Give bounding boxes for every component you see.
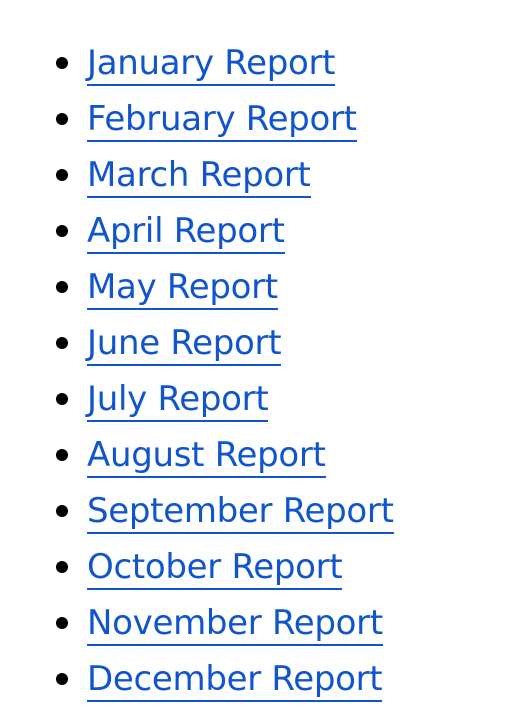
- list-item: February Report: [52, 91, 394, 147]
- list-item: October Report: [52, 539, 394, 595]
- bullet-icon: [56, 57, 68, 69]
- december-report-link[interactable]: December Report: [87, 659, 383, 702]
- august-report-link[interactable]: August Report: [87, 435, 326, 478]
- list-item: January Report: [52, 35, 394, 91]
- list-item: November Report: [52, 595, 394, 651]
- bullet-icon: [56, 673, 68, 685]
- june-report-link[interactable]: June Report: [87, 323, 282, 366]
- may-report-link[interactable]: May Report: [87, 267, 278, 310]
- march-report-link[interactable]: March Report: [87, 155, 311, 198]
- bullet-icon: [56, 169, 68, 181]
- bullet-icon: [56, 561, 68, 573]
- january-report-link[interactable]: January Report: [87, 43, 336, 86]
- bullet-icon: [56, 281, 68, 293]
- bullet-icon: [56, 617, 68, 629]
- july-report-link[interactable]: July Report: [87, 379, 269, 422]
- list-item: April Report: [52, 203, 394, 259]
- bullet-icon: [56, 449, 68, 461]
- list-item: June Report: [52, 315, 394, 371]
- list-item: September Report: [52, 483, 394, 539]
- september-report-link[interactable]: September Report: [87, 491, 394, 534]
- bullet-icon: [56, 337, 68, 349]
- bullet-icon: [56, 393, 68, 405]
- list-item: December Report: [52, 651, 394, 707]
- november-report-link[interactable]: November Report: [87, 603, 383, 646]
- bullet-icon: [56, 505, 68, 517]
- list-item: March Report: [52, 147, 394, 203]
- april-report-link[interactable]: April Report: [87, 211, 285, 254]
- list-item: May Report: [52, 259, 394, 315]
- list-item: July Report: [52, 371, 394, 427]
- report-list: January Report February Report March Rep…: [52, 35, 394, 707]
- bullet-icon: [56, 225, 68, 237]
- february-report-link[interactable]: February Report: [87, 99, 357, 142]
- bullet-icon: [56, 113, 68, 125]
- october-report-link[interactable]: October Report: [87, 547, 343, 590]
- list-item: August Report: [52, 427, 394, 483]
